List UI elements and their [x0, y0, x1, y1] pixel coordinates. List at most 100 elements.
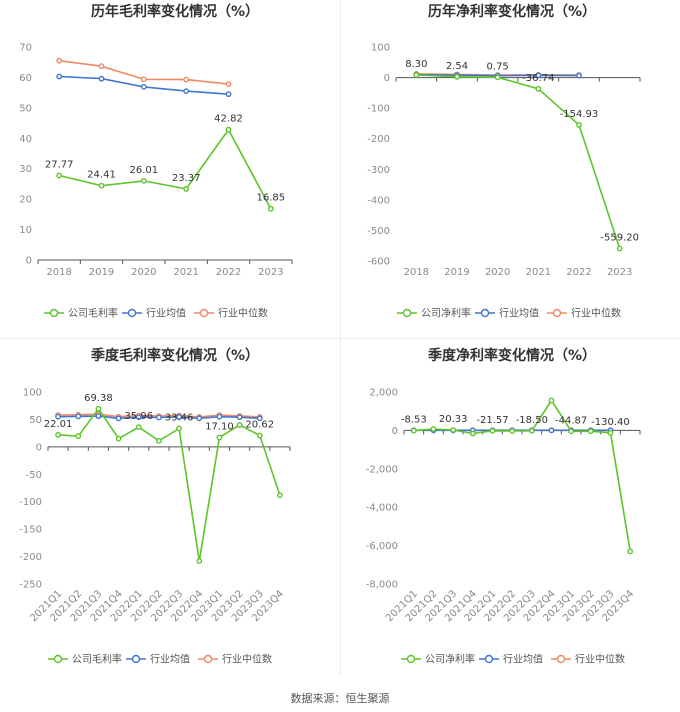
chart-title: 历年毛利率变化情况（%） — [91, 3, 259, 20]
y-tick-label: -50 — [26, 470, 42, 481]
y-tick-label: -500 — [367, 226, 390, 237]
legend-marker — [131, 654, 141, 664]
y-tick-label: 0 — [26, 256, 32, 267]
data-point-industry_median — [225, 81, 232, 88]
data-label: 33.46 — [165, 413, 194, 424]
data-source-note: 数据来源：恒生聚源 — [290, 692, 390, 705]
data-label: 2.54 — [446, 61, 468, 72]
data-point-company — [616, 245, 623, 252]
data-point-industry_avg — [225, 91, 232, 98]
legend-marker — [484, 654, 494, 664]
data-point-industry_avg — [176, 414, 182, 420]
y-tick-label: -6,000 — [366, 541, 398, 552]
data-point-company — [267, 205, 274, 212]
legend-item-company: 公司毛利率 — [44, 307, 118, 320]
y-tick-label: 0 — [36, 442, 42, 453]
data-label: 26.01 — [130, 165, 159, 176]
data-label: -154.93 — [560, 109, 599, 120]
data-point-company — [454, 73, 460, 80]
data-label: 16.85 — [257, 193, 286, 204]
data-label: 35.96 — [124, 411, 153, 422]
data-point-industry_avg — [216, 413, 223, 420]
legend-label: 公司毛利率 — [68, 307, 118, 320]
legend-marker — [552, 308, 562, 318]
y-tick-label: 100 — [371, 43, 390, 54]
data-label: 69.38 — [84, 393, 113, 404]
data-point-industry_median — [183, 76, 190, 83]
legend-label: 行业均值 — [146, 307, 186, 320]
data-point-industry_avg — [196, 415, 203, 422]
data-point-company — [115, 435, 122, 442]
data-label: 23.37 — [172, 173, 201, 184]
data-point-industry_avg — [135, 414, 142, 421]
chart-panel-1: 历年毛利率变化情况（%） 0 10 20 30 40 50 60 70 2018 2019 2020 2… — [19, 3, 293, 320]
y-tick-label: 2,000 — [369, 388, 398, 399]
y-tick-label: 10 — [19, 225, 32, 236]
legend-label: 公司净利率 — [421, 307, 471, 320]
data-point-company — [413, 72, 420, 78]
data-point-company — [277, 492, 283, 499]
data-point-industry_avg — [576, 72, 582, 79]
data-label: 24.41 — [87, 170, 116, 181]
data-label: 8.30 — [405, 59, 427, 70]
data-point-company — [450, 427, 457, 433]
y-tick-label: 30 — [19, 164, 32, 175]
legend-item-industry_avg: 行业均值 — [122, 307, 186, 320]
data-point-industry_avg — [183, 88, 190, 95]
data-point-company — [95, 405, 102, 412]
y-tick-label: -150 — [19, 525, 42, 536]
y-tick-label: 0 — [384, 73, 390, 84]
y-tick-label: 100 — [23, 388, 42, 399]
data-point-industry_avg — [56, 73, 63, 80]
legend-label: 行业均值 — [150, 653, 190, 666]
data-label: -559.20 — [600, 233, 639, 244]
x-tick-label: 2020 — [485, 267, 510, 278]
data-point-company — [183, 185, 190, 192]
data-point-company — [176, 425, 182, 432]
legend-item-industry_avg: 行业均值 — [475, 307, 539, 320]
y-tick-label: -4,000 — [366, 503, 398, 514]
data-point-industry_avg — [95, 413, 102, 420]
y-tick-label: -200 — [19, 552, 42, 563]
data-point-company — [535, 85, 542, 92]
legend-marker — [49, 308, 59, 318]
series-line-company — [58, 407, 281, 562]
legend-item-industry_median: 行业中位数 — [194, 307, 268, 320]
data-label: 0.75 — [487, 61, 509, 72]
x-tick-label: 2018 — [46, 267, 71, 278]
data-point-industry_median — [98, 63, 105, 70]
series-line-company — [59, 128, 272, 210]
y-tick-label: 20 — [19, 195, 32, 206]
legend-label: 行业中位数 — [571, 307, 621, 320]
data-point-company — [256, 432, 263, 439]
y-tick-label: -200 — [367, 134, 390, 145]
data-label: -130.40 — [591, 417, 630, 428]
data-label: -44.87 — [555, 415, 587, 426]
legend-item-industry_median: 行业中位数 — [547, 307, 621, 320]
y-tick-label: 70 — [19, 43, 32, 54]
data-point-company — [410, 427, 417, 434]
legend-item-industry_median: 行业中位数 — [551, 653, 625, 666]
data-label: -8.53 — [401, 415, 427, 426]
data-point-industry_avg — [535, 72, 542, 79]
legend-label: 行业中位数 — [218, 307, 268, 320]
chart-title: 季度净利率变化情况（%） — [427, 347, 596, 364]
x-tick-label: 2023 — [258, 267, 283, 278]
x-tick-label: 2021 — [526, 267, 551, 278]
y-tick-label: 50 — [19, 103, 32, 114]
data-point-company — [98, 182, 105, 189]
series-line-company — [413, 398, 631, 552]
legend-item-company: 公司净利率 — [401, 653, 475, 666]
data-point-industry_median — [140, 76, 147, 83]
data-point-company — [528, 427, 535, 434]
data-label: 20.33 — [439, 414, 468, 425]
data-point-company — [56, 172, 63, 179]
x-tick-label: 2023 — [607, 267, 632, 278]
legend-marker — [127, 308, 137, 318]
legend-label: 行业均值 — [503, 653, 543, 666]
data-label: 17.10 — [205, 421, 234, 432]
y-tick-label: 50 — [29, 415, 42, 426]
chart-panel-4: 季度净利率变化情况（%） -8,000 -6,000 -4,000 -2,000 0 2,0… — [366, 347, 641, 666]
data-point-company — [55, 431, 61, 438]
